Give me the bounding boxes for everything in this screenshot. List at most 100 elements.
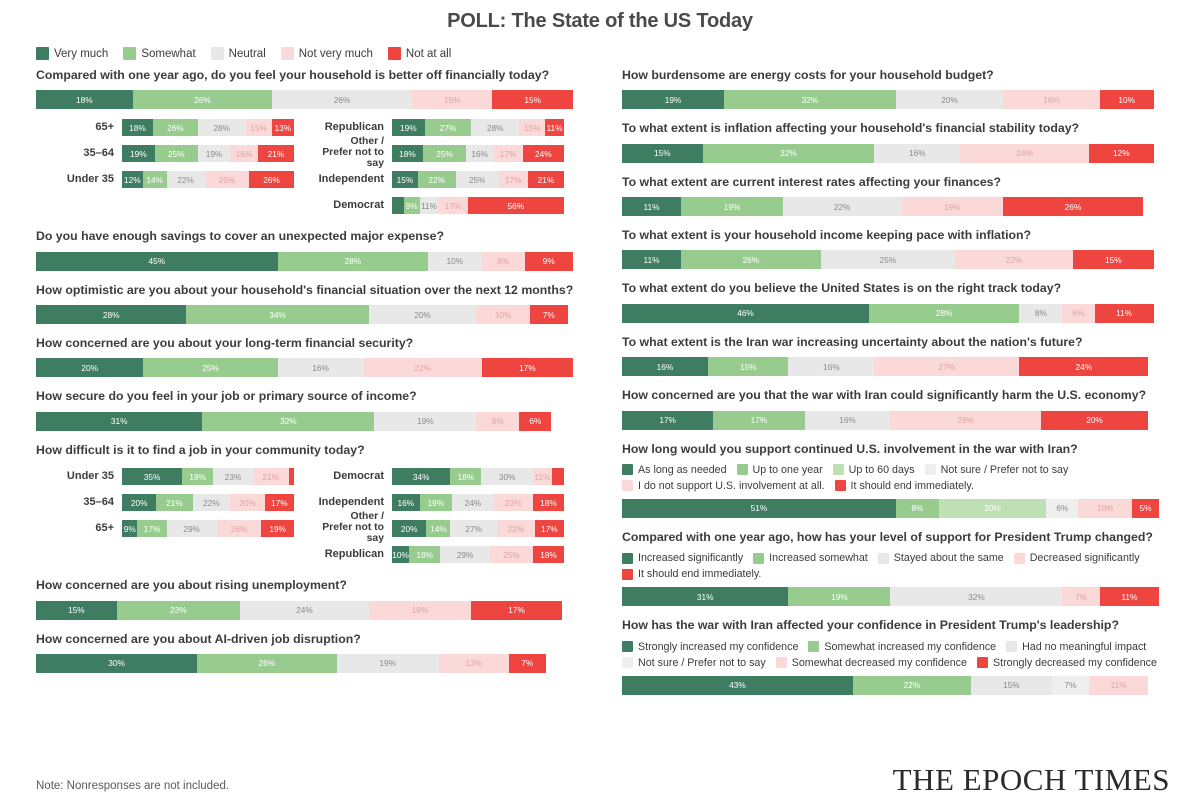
breakout-row: Under 35 35% 18% 23% 21% [36,468,306,486]
stacked-bar: 17% 17% 16% 28% 20% [622,410,1149,430]
legend-item-as-long-as-needed: As long as needed [622,464,727,476]
bar-segment-neutral: 11% [419,197,439,215]
bar-segment-very-much: 20% [392,520,427,538]
breakout-bar-wrap: 20% 14% 27% 22% 17% [392,520,576,538]
stacked-bar: 11% 26% 25% 22% 15% [622,250,1154,270]
stacked-bar: 9% 17% 29% 26% 19% [122,520,294,538]
legend-item-not-sure-prefer-not-to-say: Not sure / Prefer not to say [622,657,766,669]
bar-segment-as-long-as-needed: 51% [622,498,896,518]
bar-segment-neutral: 19% [374,411,477,431]
breakout-bar-wrap: 18% 25% 16% 17% 24% [392,145,576,163]
legend-label: Strongly increased my confidence [638,640,799,653]
bar-segment-very-much: 17% [622,410,714,430]
bar-segment-not-at-all: 21% [257,145,294,163]
bar-segment-not-at-all: 24% [1019,357,1149,377]
stacked-bar: 16% 19% 24% 23% 18% [392,494,564,512]
bar-segment-not-very-much: 18% [1003,90,1100,110]
bar-segment-not-very-much: 10% [476,305,530,325]
legend-label: Stayed about the same [893,552,1004,565]
legend-item-increased-significantly: Increased significantly [622,552,743,564]
legend-item-stayed-about-the-same: Stayed about the same [877,552,1004,565]
legend-item-not-at-all: Not at all [387,47,451,60]
bar-segment-neutral: 24% [452,494,494,512]
bar-segment-very-much: 11% [622,250,682,270]
bar-segment-somewhat: 19% [419,494,453,512]
bar-segment-stayed-about-the-same: 32% [890,587,1063,607]
spacer [36,673,600,679]
breakout-bar-wrap: 10% 18% 29% 25% 18% [392,546,576,564]
bar-segment-somewhat: 25% [422,145,466,163]
legend-swatch-icon [736,464,748,476]
legend-swatch-icon [210,47,224,60]
bar-segment-very-much: 16% [392,494,420,512]
breakout-row-label: 65+ [95,521,114,534]
legend-item-decreased-significantly: Decreased significantly [1013,552,1140,564]
bar-segment-somewhat: 15% [707,357,789,377]
page-title: POLL: The State of the US Today [447,10,753,32]
bar-segment-somewhat: 23% [116,600,241,620]
global-legend: Very much Somewhat Neutral Not very much Not… [0,33,1200,60]
question-legend: Strongly increased my confidence Somewhat… [622,641,1200,669]
bar-segment-not-at-all: 15% [1073,250,1154,270]
bar-segment-neutral: 16% [277,358,364,378]
breakout-row-label: Democrat [333,199,384,212]
bar-segment-not-very-much: 24% [960,143,1090,163]
bar-segment-not-very-much: 28% [890,410,1041,430]
bar-segment-somewhat: 21% [156,494,193,512]
bar-segment-not-at-all: 9% [524,251,573,271]
legend-swatch-icon [622,464,633,476]
question-legend: Increased significantly Increased somewha… [622,552,1200,580]
bar-segment-not-very-much: 11% [533,468,552,486]
legend-swatch-icon [36,47,49,60]
stacked-bar: 46% 28% 8% 6% 11% [622,303,1154,323]
stacked-bar: 15% 23% 24% 19% 17% [36,600,563,620]
question-text: Compared with one year ago, do you feel … [36,68,550,82]
legend-item-not-sure-prefer-not-to-say: Not sure / Prefer not to say [924,464,1068,476]
question-text: Do you have enough savings to cover an u… [36,229,444,244]
bar-segment-not-very-much: 22% [363,358,482,378]
spacer [36,271,600,277]
question-block-savings-unexpected-expense: Do you have enough savings to cover an u… [36,229,600,276]
legend-item-up-to-one-year: Up to one year [736,464,823,476]
breakout-row-label: Democrat [333,469,384,482]
bar-segment-neutral: 20% [368,305,477,325]
question-block-right-track: To what extent do you believe the United… [622,281,1200,328]
bar-segment-very-much: 30% [36,653,198,673]
spacer [622,430,1200,436]
question-text: To what extent is your household income … [622,228,1032,243]
bar-segment-not-at-all: 6% [519,411,552,431]
bar-segment-not-very-much: 19% [901,197,1004,217]
spacer [622,109,1200,115]
stacked-bar: 9% 11% 17% 56% [392,197,564,215]
bar-segment-it-should-end-immediately: 5% [1132,498,1159,518]
breakout-row: Other / Prefer not to say 20% 14% 27% 22% 17% [306,511,576,544]
stacked-bar: 35% 18% 23% 21% [122,468,294,486]
content-columns: Compared with one year ago, do you feel … [0,60,1200,707]
bar-segment-not-very-much: 22% [954,250,1074,270]
bar-segment-not-very-much: 26% [204,171,250,189]
legend-swatch-icon [1013,552,1025,564]
breakout-row-label: Independent [318,173,384,186]
legend-swatch-icon [622,552,633,564]
question-block-energy-costs: How burdensome are energy costs for your… [622,68,1200,115]
breakout-bar-wrap: 34% 18% 30% 11% [392,468,576,486]
bar-segment-not-very-much: 8% [481,251,525,271]
bar-segment-very-much: 31% [36,411,203,431]
bar-segment-neutral: 22% [783,197,902,217]
bar-segment-neutral: 30% [481,468,534,486]
bar-segment-not-at-all: 56% [467,197,564,215]
legend-item-it-should-end-immediately: It should end immediately. [834,480,974,492]
bar-segment-not-at-all: 10% [1099,90,1154,110]
stacked-bar: 15% 22% 25% 17% 21% [392,171,564,189]
bar-segment-not-sure-prefer-not-to-say: 7% [1051,675,1090,695]
bar-segment-not-very-much: 17% [498,171,528,189]
legend-label: Somewhat [141,47,196,60]
bar-segment-increased-significantly: 31% [622,587,789,607]
breakout-row-label: Other / Prefer not to say [322,511,384,545]
stacked-bar: 18% 26% 28% 15% 13% [122,119,294,137]
stacked-bar: 20% 21% 22% 20% 17% [122,494,294,512]
bar-segment-not-very-much: 8% [476,411,520,431]
breakout-bar-wrap: 18% 26% 28% 15% 13% [122,119,306,137]
bar-segment-not-at-all: 13% [271,119,294,137]
breakout-bar-wrap: 20% 21% 22% 20% 17% [122,494,306,512]
